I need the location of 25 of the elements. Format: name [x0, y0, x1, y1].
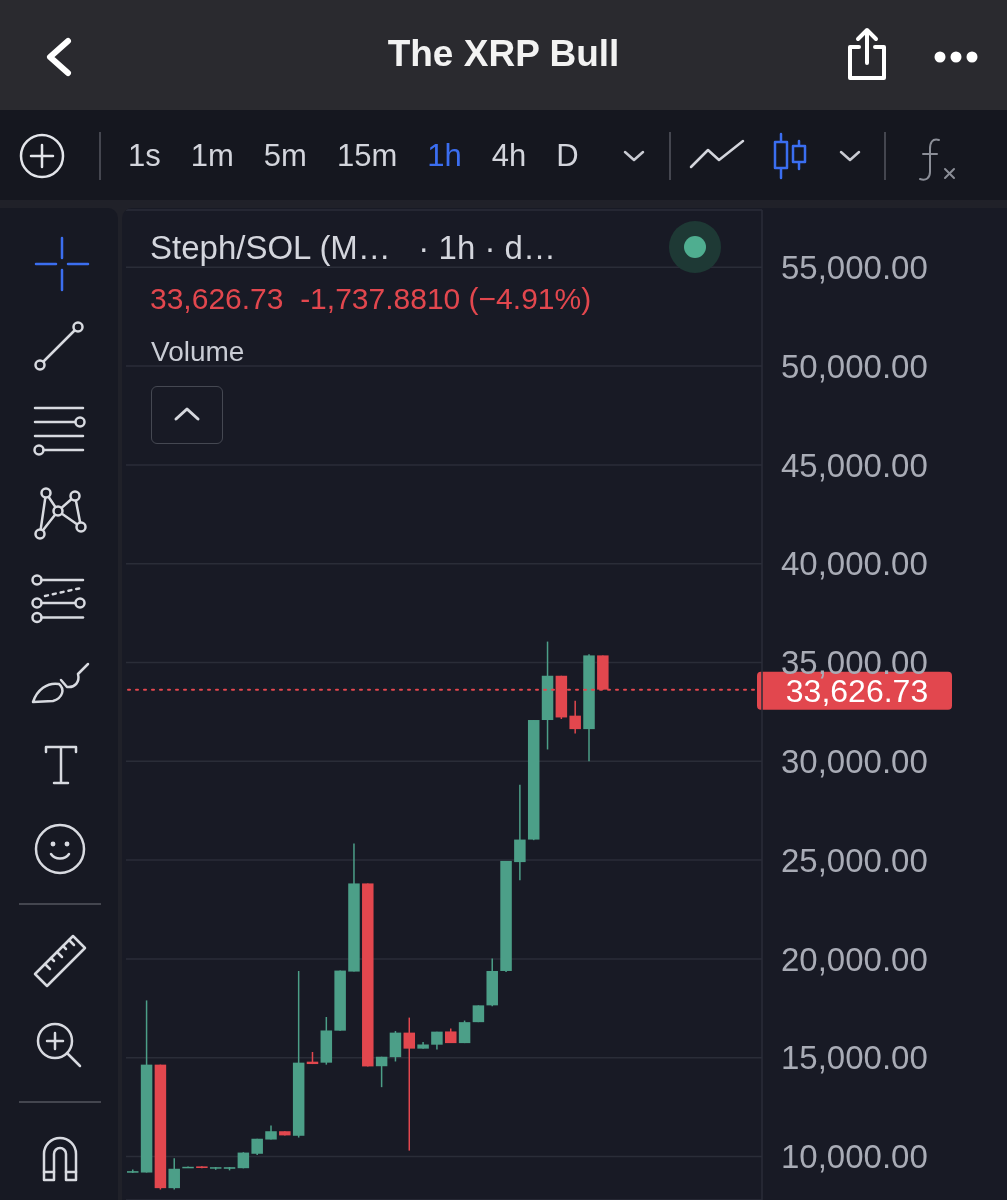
- text: 1s: [128, 137, 161, 175]
- chart-title: The XRP Bull: [386, 32, 621, 76]
- y-tick-label: 15,000.00: [781, 1039, 928, 1077]
- candlestick: [569, 699, 581, 735]
- y-tick-label: 25,000.00: [781, 841, 928, 879]
- candlestick: [514, 784, 526, 882]
- candlestick: [375, 1055, 388, 1088]
- text: 1h: [427, 137, 462, 175]
- text: 15m: [336, 137, 398, 175]
- y-tick-label: 55,000.00: [781, 249, 928, 287]
- y-tick-label: 30,000.00: [781, 743, 928, 781]
- text: D: [556, 137, 579, 175]
- y-tick-label: 40,000.00: [781, 545, 928, 583]
- y-tick-label: 50,000.00: [781, 347, 928, 385]
- text: 1m: [190, 137, 234, 175]
- y-tick-label: 10,000.00: [781, 1138, 928, 1176]
- candlestick: [168, 1157, 180, 1191]
- annotation: Volume: [151, 335, 245, 369]
- text: Steph/SOL (M… · 1h · d…: [150, 228, 556, 268]
- candlestick: [403, 1016, 416, 1152]
- y-tick-label: 45,000.00: [781, 446, 928, 484]
- text: 4h: [491, 137, 527, 175]
- text: 5m: [263, 137, 307, 175]
- y-tick-label: 20,000.00: [781, 940, 928, 978]
- annotation: 33,626.73 -1,737.8810 (−4.91%): [150, 281, 592, 317]
